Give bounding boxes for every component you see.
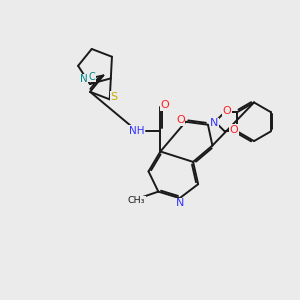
Text: C: C (89, 71, 96, 82)
Text: CH₃: CH₃ (128, 196, 146, 205)
Text: O: O (223, 106, 232, 116)
Text: S: S (111, 92, 118, 102)
Text: O: O (176, 115, 185, 125)
Text: O: O (160, 100, 169, 110)
Text: O: O (229, 125, 238, 135)
Text: NH: NH (129, 126, 144, 136)
Text: N: N (210, 118, 219, 128)
Text: N: N (176, 199, 184, 208)
Text: N: N (80, 74, 88, 84)
